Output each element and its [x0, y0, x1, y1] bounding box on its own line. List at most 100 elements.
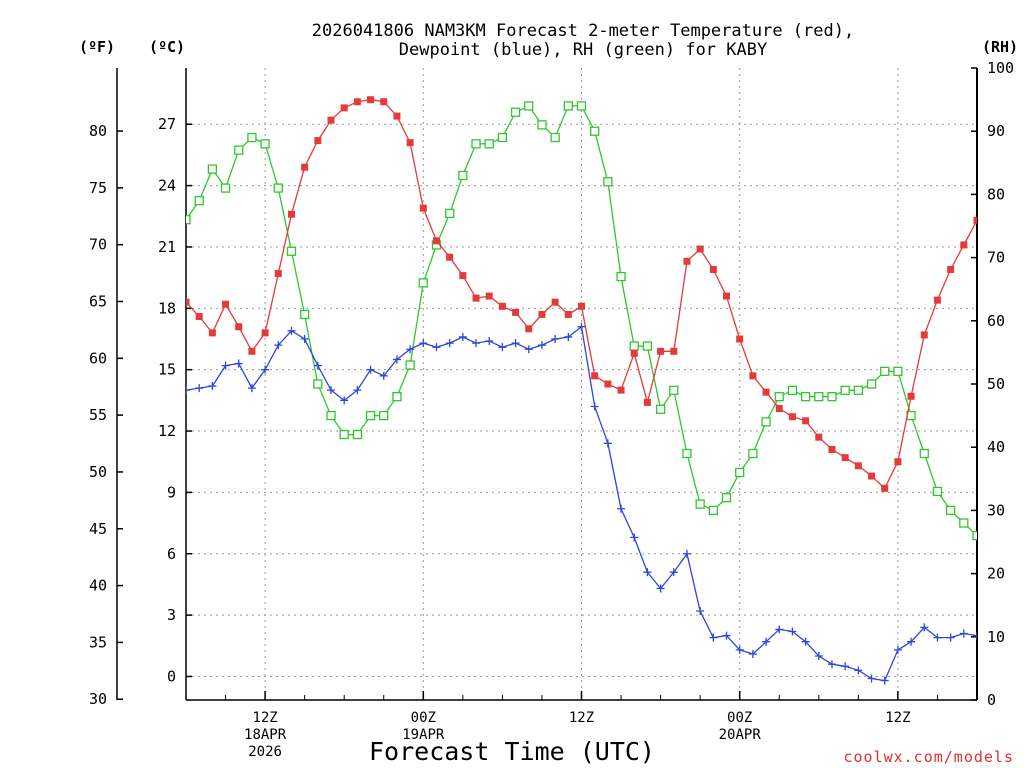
rh-unit-label: (RH)	[982, 38, 1018, 56]
fahrenheit-tick-label: 70	[89, 236, 107, 254]
rh-point	[537, 120, 547, 130]
fahrenheit-tick-label: 55	[89, 406, 107, 424]
temperature-point	[604, 380, 612, 388]
temperature-point	[195, 313, 203, 321]
celsius-tick-label: 0	[167, 667, 176, 685]
fahrenheit-tick-label: 40	[89, 577, 107, 595]
temperature-point	[696, 245, 704, 253]
temperature-point	[947, 265, 955, 273]
dewpoint-point	[208, 382, 217, 391]
temperature-point	[723, 292, 731, 300]
temperature-point	[301, 163, 309, 171]
dewpoint-point	[722, 631, 731, 640]
dewpoint-point	[867, 674, 876, 683]
time-tick-label: 00Z	[727, 710, 752, 726]
temperature-point	[736, 335, 744, 343]
rh-point	[418, 278, 428, 288]
rh-point	[800, 391, 811, 402]
dewpoint-point	[419, 339, 428, 348]
credit-text: coolwx.com/models	[843, 748, 1014, 766]
temperature-line	[186, 99, 977, 490]
temperature-point	[788, 413, 796, 421]
temperature-point	[933, 296, 941, 304]
temperature-point	[327, 116, 335, 124]
dewpoint-point	[669, 568, 678, 577]
celsius-axis: 0 3 6 9 12 15 18 21 24 27	[158, 115, 192, 685]
rh-point	[840, 385, 850, 395]
celsius-tick-label: 15	[158, 361, 176, 379]
temperature-point	[393, 112, 401, 120]
dewpoint-point	[472, 339, 481, 348]
dewpoint-point	[920, 623, 929, 632]
temperature-point	[630, 349, 638, 357]
rh-point	[721, 493, 732, 503]
temperature-point	[459, 272, 467, 280]
rh-point	[186, 215, 191, 225]
fahrenheit-tick-label: 45	[89, 520, 107, 538]
temperature-point	[591, 372, 599, 380]
temperature-point	[617, 386, 625, 394]
rh-point	[220, 183, 231, 193]
temperature-point	[261, 329, 269, 337]
celsius-tick-label: 18	[158, 299, 176, 317]
rh-point	[445, 208, 455, 219]
rh-point	[286, 246, 297, 256]
time-tick-label: 12Z	[252, 710, 277, 726]
rh-tick-label: 10	[987, 628, 1005, 646]
rh-tick-label: 80	[987, 185, 1005, 203]
temperature-point	[973, 216, 977, 224]
celsius-tick-label: 6	[167, 545, 176, 563]
chart-title-line-1: 2026041806 NAM3KM Forecast 2-meter Tempe…	[312, 21, 854, 41]
fahrenheit-tick-label: 75	[89, 179, 107, 197]
fahrenheit-tick-label: 60	[89, 349, 107, 367]
temperature-point	[485, 292, 493, 300]
dewpoint-point	[603, 439, 612, 448]
fahrenheit-tick-label: 65	[89, 293, 107, 311]
temperature-point	[920, 331, 928, 339]
dewpoint-point	[973, 631, 977, 640]
temperature-point	[287, 210, 295, 218]
dewpoint-point	[893, 645, 902, 654]
rh-point	[655, 404, 666, 414]
rh-point	[866, 379, 877, 389]
dewpoint-point	[379, 371, 388, 380]
temperature-point	[208, 329, 216, 337]
rh-point	[748, 448, 758, 459]
dewpoint-point	[854, 666, 863, 675]
temperature-point	[564, 310, 572, 318]
rh-point	[352, 429, 363, 440]
temperature-point	[419, 204, 427, 212]
temperature-point	[274, 270, 282, 278]
rh-point	[299, 309, 310, 320]
dewpoint-point	[630, 533, 639, 542]
dewpoint-point	[327, 386, 336, 395]
plot-area	[186, 96, 977, 685]
rh-point	[458, 170, 468, 181]
rh-point	[893, 366, 903, 377]
temperature-point	[367, 96, 375, 104]
dewpoint-point	[551, 335, 560, 344]
rh-point	[273, 183, 283, 193]
dewpoint-point	[392, 355, 401, 364]
temperature-point	[525, 325, 533, 333]
temperature-point	[578, 302, 585, 310]
dewpoint-point	[186, 386, 190, 395]
time-tick-label: 19APR	[402, 727, 445, 743]
dewpoint-point	[696, 607, 705, 616]
rh-point	[510, 107, 521, 117]
rh-point	[945, 505, 956, 516]
temperature-point	[406, 139, 414, 147]
rh-point	[880, 366, 890, 377]
dewpoint-point	[247, 384, 256, 393]
time-tick-label: 2026	[248, 744, 282, 760]
temperature-point	[353, 98, 361, 106]
dewpoint-point	[643, 568, 652, 577]
dewpoint-point	[195, 384, 204, 393]
dewpoint-point	[498, 343, 507, 352]
temperature-point	[538, 310, 546, 318]
temperature-point	[881, 484, 889, 492]
dewpoint-point	[353, 386, 362, 395]
rh-tick-label: 20	[987, 565, 1005, 583]
dewpoint-point	[617, 504, 626, 513]
